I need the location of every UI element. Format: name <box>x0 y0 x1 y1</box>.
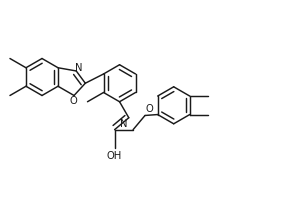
Text: OH: OH <box>107 151 122 161</box>
Text: O: O <box>69 95 77 106</box>
Text: O: O <box>146 104 153 114</box>
Text: N: N <box>120 119 128 129</box>
Text: N: N <box>76 63 83 73</box>
